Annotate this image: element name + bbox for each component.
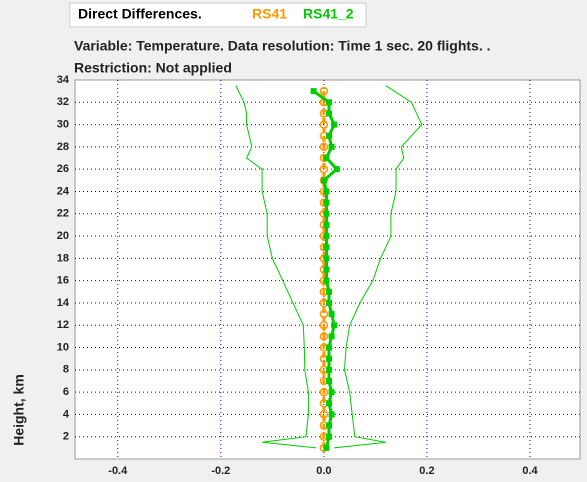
point: [323, 221, 330, 228]
point: [328, 389, 335, 396]
point: [323, 210, 330, 217]
y-tick-label: 6: [63, 386, 69, 398]
point: [326, 366, 333, 373]
legend-entry: RS41_2: [303, 6, 354, 22]
y-tick-label: 10: [57, 341, 69, 353]
point: [319, 164, 329, 174]
point: [331, 121, 338, 128]
point: [323, 233, 330, 240]
point: [328, 311, 335, 318]
y-tick-label: 32: [57, 96, 69, 108]
y-tick-label: 18: [57, 252, 69, 264]
y-tick-label: 12: [57, 319, 69, 331]
point: [326, 299, 333, 306]
point: [326, 433, 333, 440]
point: [323, 188, 330, 195]
y-tick-label: 22: [57, 208, 69, 220]
point: [326, 99, 333, 106]
subtitle: Variable: Temperature. Data resolution: …: [74, 38, 491, 54]
point: [328, 411, 335, 418]
point: [323, 244, 330, 251]
point: [326, 344, 333, 351]
point: [326, 377, 333, 384]
y-tick-label: 16: [57, 275, 69, 287]
point: [320, 177, 327, 184]
point: [323, 444, 330, 451]
y-tick-label: 34: [57, 74, 70, 86]
point: [323, 199, 330, 206]
point: [323, 277, 330, 284]
x-tick-label: 0.4: [522, 465, 538, 477]
point: [333, 166, 340, 173]
point: [319, 86, 329, 96]
point: [319, 320, 329, 330]
y-tick-label: 26: [57, 163, 69, 175]
point: [323, 155, 330, 162]
y-tick-label: 14: [57, 297, 70, 309]
point: [328, 143, 335, 150]
point: [326, 400, 333, 407]
y-tick-label: 28: [57, 141, 69, 153]
point: [319, 309, 329, 319]
x-tick-label: 0.0: [316, 465, 331, 477]
point: [326, 355, 333, 362]
point: [319, 120, 329, 129]
point: [319, 332, 329, 341]
point: [326, 110, 333, 117]
point: [328, 333, 335, 340]
restriction: Restriction: Not applied: [74, 60, 232, 76]
y-axis-label: Height, km: [11, 374, 27, 446]
point: [326, 288, 333, 295]
y-tick-label: 24: [57, 185, 70, 197]
series-line: [334, 85, 423, 449]
title-box: [69, 2, 367, 28]
point: [331, 322, 338, 329]
y-tick-label: 20: [57, 230, 69, 242]
y-tick-label: 8: [63, 364, 69, 376]
point: [319, 410, 329, 419]
y-tick-label: 2: [63, 431, 69, 443]
point: [326, 132, 333, 139]
y-tick-label: 30: [57, 118, 69, 130]
legend-entry: RS41: [252, 6, 287, 22]
point: [319, 387, 329, 397]
x-tick-label: 0.2: [419, 465, 434, 477]
point: [310, 88, 317, 95]
y-tick-label: 4: [63, 408, 70, 420]
series-line: [235, 85, 317, 449]
x-tick-label: -0.2: [211, 465, 230, 477]
point: [326, 422, 333, 429]
point: [319, 142, 329, 152]
point: [323, 266, 330, 273]
point: [323, 255, 330, 262]
x-tick-label: -0.4: [108, 465, 128, 477]
chart-title: Direct Differences.: [78, 6, 202, 22]
